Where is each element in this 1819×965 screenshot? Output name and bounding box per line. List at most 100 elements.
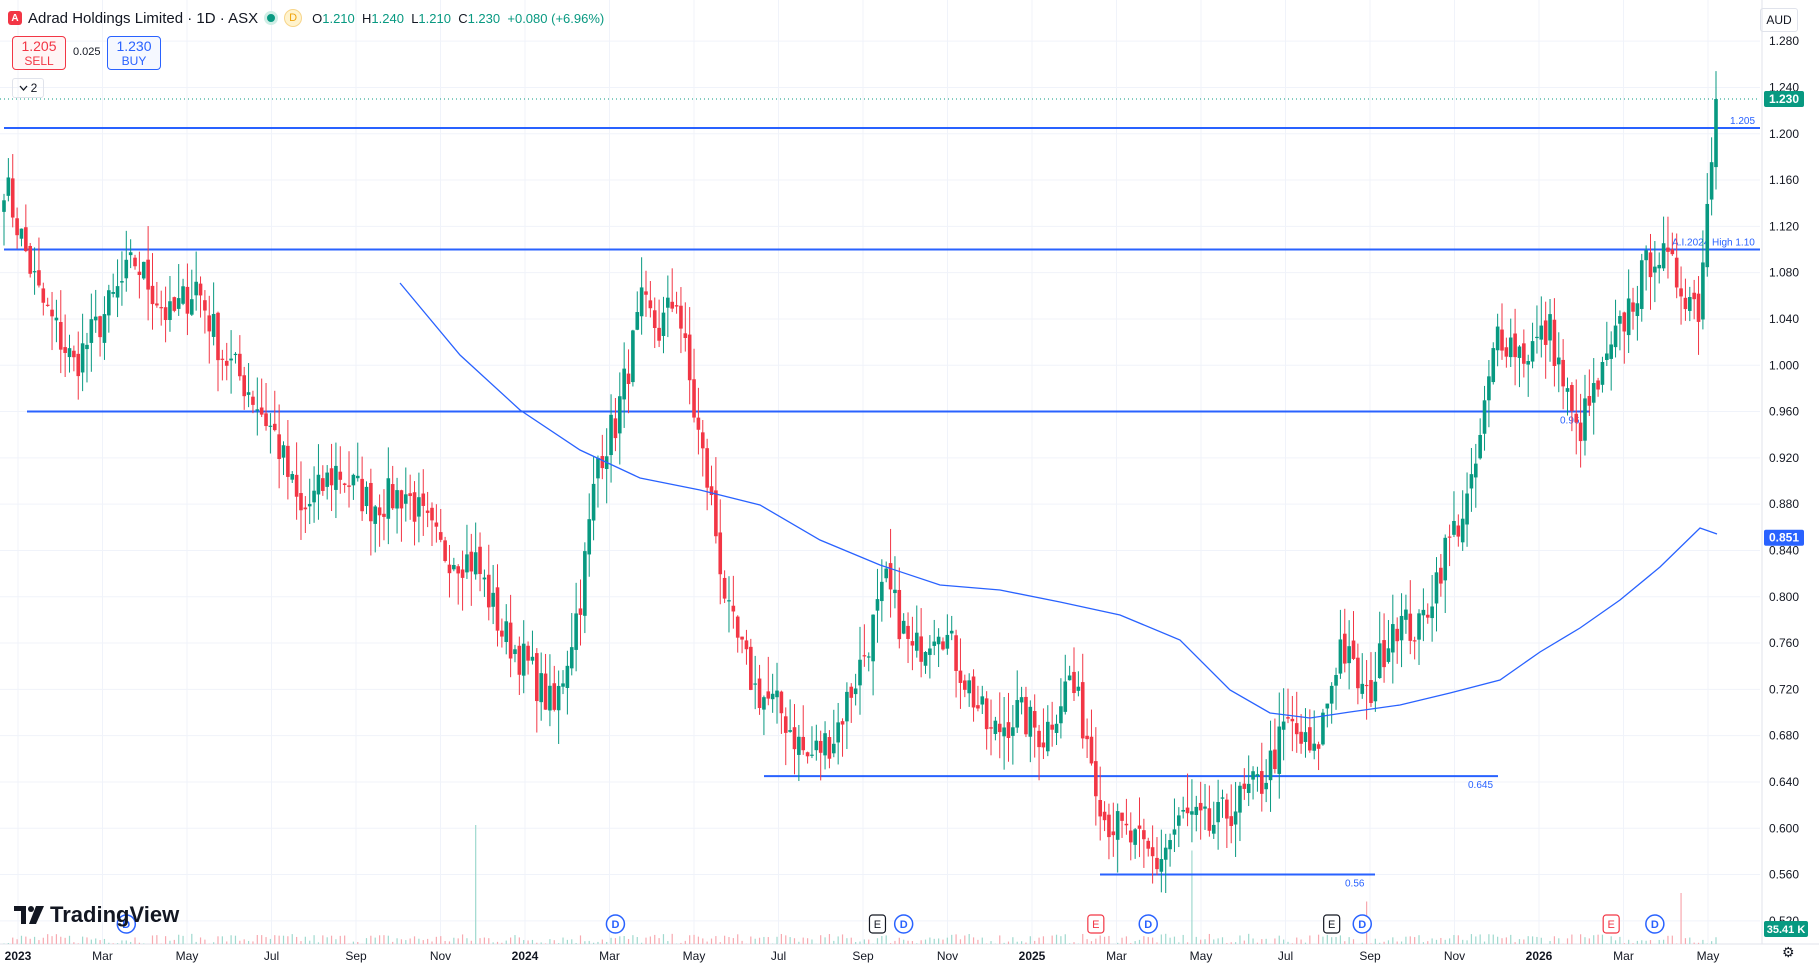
candle bbox=[792, 704, 797, 775]
currency-selector[interactable]: AUD bbox=[1760, 8, 1798, 32]
candle bbox=[403, 467, 408, 522]
candle bbox=[495, 564, 500, 647]
tradingview-logo[interactable]: TradingView bbox=[14, 902, 179, 928]
volume-bar bbox=[1523, 939, 1525, 944]
candle bbox=[928, 635, 932, 679]
candle bbox=[1273, 718, 1277, 774]
candle bbox=[37, 237, 41, 288]
candle-body bbox=[351, 474, 356, 486]
settings-gear-icon[interactable]: ⚙ bbox=[1782, 944, 1795, 960]
delayed-data-badge[interactable]: D bbox=[284, 9, 303, 27]
candle bbox=[28, 242, 33, 278]
volume-bar bbox=[706, 941, 708, 944]
candle bbox=[805, 751, 810, 764]
candle-body bbox=[932, 641, 937, 646]
dividend-marker[interactable]: D bbox=[116, 914, 137, 934]
candle-body bbox=[1264, 782, 1268, 790]
earnings-letter: E bbox=[1608, 919, 1615, 931]
earnings-marker[interactable]: E bbox=[1602, 914, 1620, 934]
candle-body bbox=[1364, 684, 1369, 687]
volume-bar bbox=[1348, 937, 1350, 944]
candle bbox=[412, 481, 417, 546]
candle bbox=[1111, 802, 1116, 857]
sell-button[interactable]: 1.205 SELL bbox=[12, 36, 66, 70]
symbol-title[interactable]: Adrad Holdings Limited · 1D · ASX bbox=[28, 9, 259, 27]
candle-body bbox=[486, 574, 491, 608]
candle-body bbox=[1482, 400, 1487, 434]
candle bbox=[674, 291, 679, 314]
volume-bar bbox=[518, 937, 520, 944]
earnings-marker[interactable]: E bbox=[868, 914, 887, 934]
candle-body bbox=[1626, 298, 1631, 336]
candle bbox=[1618, 310, 1622, 351]
volume-bar bbox=[1121, 937, 1123, 944]
candle-body bbox=[797, 736, 801, 755]
dividend-marker[interactable]: D bbox=[1352, 914, 1372, 934]
candle-body bbox=[264, 413, 268, 427]
candle-body bbox=[696, 417, 701, 430]
candle-body bbox=[853, 688, 858, 695]
candle bbox=[1504, 337, 1509, 368]
volume-bar bbox=[1335, 937, 1337, 944]
volume-bar bbox=[1497, 936, 1499, 944]
candle bbox=[1185, 773, 1190, 827]
volume-bar bbox=[16, 939, 18, 944]
dividend-marker[interactable]: D bbox=[1138, 914, 1158, 934]
candle bbox=[980, 685, 985, 715]
dividend-marker[interactable]: D bbox=[605, 914, 626, 934]
time-tick-label: Nov bbox=[430, 949, 451, 963]
volume-bar bbox=[1610, 936, 1612, 944]
candle-body bbox=[146, 259, 150, 290]
volume-bar bbox=[322, 935, 324, 944]
candle-body bbox=[714, 490, 718, 537]
volume-bar bbox=[1374, 938, 1376, 944]
candle-body bbox=[687, 334, 692, 381]
candle-body bbox=[137, 271, 142, 275]
earnings-marker[interactable]: E bbox=[1323, 914, 1341, 934]
candle-body bbox=[1268, 750, 1273, 781]
candle bbox=[1508, 318, 1513, 367]
volume-bar bbox=[885, 935, 887, 944]
candle bbox=[639, 257, 644, 335]
candle bbox=[1303, 708, 1308, 758]
indicators-toggle[interactable]: 2 bbox=[12, 78, 44, 98]
dividend-icon bbox=[893, 914, 914, 934]
candle-body bbox=[749, 646, 753, 690]
candle bbox=[1591, 358, 1596, 435]
candle bbox=[949, 615, 954, 641]
candle-body bbox=[403, 494, 408, 504]
ma-value-badge bbox=[1764, 529, 1804, 546]
candle bbox=[124, 230, 129, 292]
volume-bar bbox=[143, 943, 145, 944]
candle bbox=[181, 278, 185, 306]
candle-body bbox=[1404, 609, 1408, 620]
candle bbox=[757, 664, 762, 715]
candle bbox=[657, 299, 661, 348]
candle-body bbox=[958, 670, 963, 683]
earnings-marker[interactable]: E bbox=[1087, 914, 1105, 934]
time-tick-label: 2024 bbox=[512, 949, 539, 963]
candle bbox=[910, 616, 915, 671]
volume-bar bbox=[907, 940, 909, 944]
candle bbox=[1242, 768, 1247, 800]
volume-bar bbox=[1082, 933, 1084, 944]
volume-bar bbox=[448, 941, 451, 944]
volume-bar bbox=[1055, 934, 1058, 944]
dividend-marker[interactable]: D bbox=[1645, 914, 1665, 934]
volume-bar bbox=[1169, 937, 1171, 944]
volume-bar bbox=[38, 940, 40, 944]
buy-button[interactable]: 1.230 BUY bbox=[107, 36, 161, 70]
volume-bar bbox=[169, 940, 171, 944]
candle-body bbox=[670, 301, 675, 309]
candle bbox=[1473, 443, 1478, 508]
volume-bar bbox=[1234, 942, 1237, 944]
candle-body bbox=[1556, 357, 1561, 365]
volume-bar bbox=[496, 941, 499, 944]
dividend-marker[interactable]: D bbox=[893, 914, 914, 934]
candle bbox=[24, 204, 28, 253]
candle bbox=[1177, 807, 1181, 848]
candle bbox=[954, 629, 958, 698]
volume-bar bbox=[274, 935, 276, 944]
candle-body bbox=[1412, 640, 1417, 642]
